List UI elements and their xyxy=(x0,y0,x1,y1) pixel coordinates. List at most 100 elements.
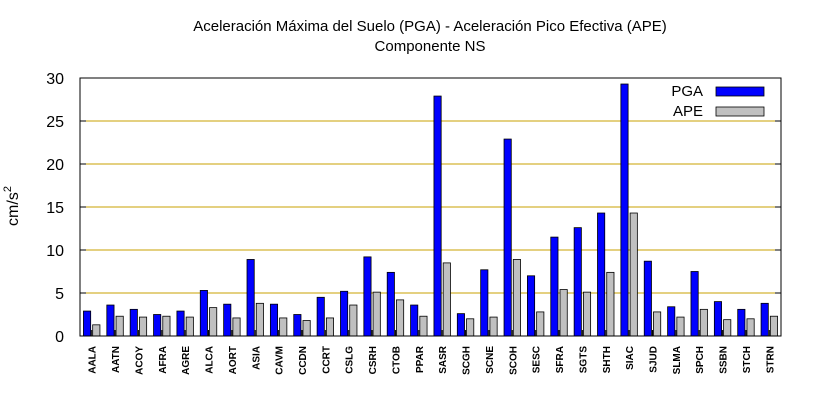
y-tick-label: 0 xyxy=(55,329,64,346)
bar-pga-shth xyxy=(597,212,606,337)
bar-ape-ccdn xyxy=(302,320,311,337)
x-tick-label: SGTS xyxy=(578,346,589,374)
x-tick-label: SIAC xyxy=(625,346,636,370)
y-tick-label: 25 xyxy=(46,114,64,131)
y-tick-label: 10 xyxy=(46,243,64,260)
x-tick-label: STRN xyxy=(765,346,776,373)
bar-pga-cslg xyxy=(340,290,349,337)
y-axis-label-exponent: 2 xyxy=(2,186,14,192)
bar-pga-acoy xyxy=(129,308,138,337)
bar-pga-siac xyxy=(620,83,629,337)
bar-pga-ccdn xyxy=(293,314,302,337)
y-tick-label: 5 xyxy=(55,286,64,303)
x-tick-label: CCRT xyxy=(321,346,332,374)
bar-ape-asia xyxy=(255,302,264,337)
bar-ape-aala xyxy=(92,324,101,337)
bar-ape-sfra xyxy=(559,289,568,337)
y-tick-label: 30 xyxy=(46,71,64,88)
bar-ape-siac xyxy=(629,212,638,337)
bar-pga-stch xyxy=(737,308,746,337)
bar-ape-afra xyxy=(162,315,171,337)
y-tick-label: 15 xyxy=(46,200,64,217)
bar-pga-ssbn xyxy=(713,301,722,337)
bar-ape-scgh xyxy=(466,318,475,337)
x-axis-ticks: AALA AATN ACOY AFRA AGRE ALCA AORT ASIA CAVM CCDN… xyxy=(88,330,776,375)
bar-ape-ppar xyxy=(419,315,428,337)
gridlines xyxy=(80,120,781,294)
x-tick-label: CAVM xyxy=(275,346,286,375)
x-tick-label: SCGH xyxy=(462,346,473,375)
x-tick-label: SLMA xyxy=(672,346,683,374)
bar-pga-scne xyxy=(480,269,489,337)
legend: PGA APE xyxy=(671,83,765,120)
y-axis-ticks: 0 5 10 15 20 25 30 xyxy=(46,71,781,346)
x-tick-label: ACOY xyxy=(134,346,145,375)
bar-pga-aort xyxy=(223,303,232,337)
legend-swatch-pga xyxy=(715,86,765,97)
bar-pga-csrh xyxy=(363,256,372,337)
x-tick-label: CTOB xyxy=(391,346,402,374)
x-tick-label: SCOH xyxy=(508,346,519,375)
bar-ape-scoh xyxy=(512,259,521,337)
legend-swatch-ape xyxy=(715,106,765,117)
x-tick-label: SSBN xyxy=(719,346,730,374)
bar-ape-shth xyxy=(606,271,615,337)
bar-pga-ctob xyxy=(386,271,395,337)
x-tick-label: AATN xyxy=(111,346,122,373)
bar-ape-cslg xyxy=(349,304,358,337)
bar-ape-aort xyxy=(232,317,241,337)
bar-ape-slma xyxy=(676,316,685,337)
bar-ape-agre xyxy=(185,316,194,337)
bar-pga-sjud xyxy=(643,260,652,337)
y-axis-label: cm/s2 xyxy=(2,186,22,226)
x-tick-label: AFRA xyxy=(158,346,169,374)
bar-ape-cavm xyxy=(279,317,288,337)
bar-pga-strn xyxy=(760,302,769,337)
bar-ape-sasr xyxy=(442,262,451,337)
bar-ape-spch xyxy=(699,308,708,337)
bar-pga-sfra xyxy=(550,236,559,337)
bar-pga-ppar xyxy=(410,304,419,337)
x-tick-label: AALA xyxy=(88,346,99,374)
bar-pga-aala xyxy=(83,310,92,337)
x-tick-label: AORT xyxy=(228,346,239,374)
bar-pga-sgts xyxy=(573,227,582,337)
x-tick-label: SFRA xyxy=(555,346,566,373)
x-tick-label: ASIA xyxy=(251,346,262,370)
x-tick-label: AGRE xyxy=(181,346,192,375)
bar-pga-ccrt xyxy=(316,296,325,337)
x-tick-label: SESC xyxy=(532,346,543,373)
legend-label-ape: APE xyxy=(673,103,703,120)
x-tick-label: ALCA xyxy=(205,346,216,374)
chart-subtitle: Componente NS xyxy=(375,38,486,55)
bar-pga-sasr xyxy=(433,95,442,337)
y-axis-label-unit: cm/s xyxy=(5,192,22,226)
x-tick-label: SJUD xyxy=(648,346,659,373)
x-tick-label: STCH xyxy=(742,346,753,373)
y-tick-label: 20 xyxy=(46,157,64,174)
bar-ape-sesc xyxy=(536,311,545,337)
bar-pga-spch xyxy=(690,271,699,337)
bar-ape-acoy xyxy=(139,316,148,337)
bar-ape-sjud xyxy=(653,311,662,337)
bar-ape-ccrt xyxy=(325,317,334,337)
bar-ape-scne xyxy=(489,316,498,337)
bar-pga-alca xyxy=(199,290,208,337)
bar-ape-alca xyxy=(209,307,218,337)
x-tick-label: CSRH xyxy=(368,346,379,374)
bar-ape-aatn xyxy=(115,315,124,337)
bar-ape-strn xyxy=(769,315,778,337)
bar-pga-sesc xyxy=(527,275,536,337)
bar-pga-agre xyxy=(176,310,185,337)
x-tick-label: SHTH xyxy=(602,346,613,373)
bar-pga-afra xyxy=(153,314,162,337)
bar-pga-scoh xyxy=(503,138,512,337)
bar-pga-asia xyxy=(246,259,255,337)
x-tick-label: CCDN xyxy=(298,346,309,375)
bar-ape-sgts xyxy=(582,291,592,337)
bar-pga-slma xyxy=(667,306,676,337)
bar-ape-csrh xyxy=(372,291,381,337)
legend-label-pga: PGA xyxy=(671,83,703,100)
bar-pga-cavm xyxy=(269,303,279,337)
